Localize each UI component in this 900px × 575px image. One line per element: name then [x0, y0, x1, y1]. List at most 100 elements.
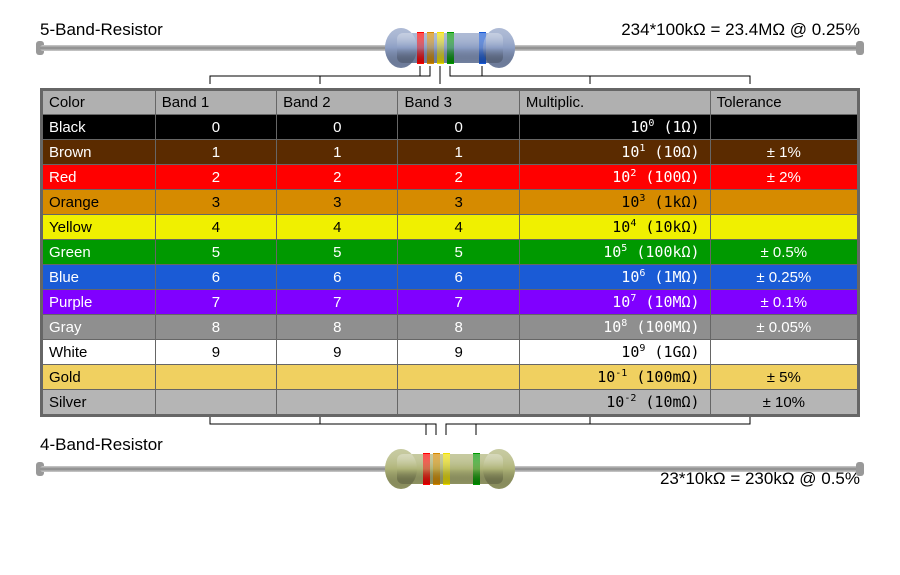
table-header: Band 2: [277, 91, 398, 115]
band2-digit: 4: [277, 215, 398, 240]
band2-digit: 5: [277, 240, 398, 265]
band3-digit: 7: [398, 290, 519, 315]
table-row: Silver 10-2 (10mΩ) ± 10%: [43, 390, 858, 415]
band3-digit: [398, 390, 519, 415]
color-name: Brown: [43, 140, 156, 165]
top-resistor-body: [385, 28, 515, 68]
band2-digit: [277, 390, 398, 415]
multiplier: 101 (10Ω): [519, 140, 710, 165]
tolerance: ± 0.5%: [710, 240, 857, 265]
band2-digit: 2: [277, 165, 398, 190]
band3-digit: 8: [398, 315, 519, 340]
color-name: Purple: [43, 290, 156, 315]
color-name: Blue: [43, 265, 156, 290]
table-header: Color: [43, 91, 156, 115]
band2-digit: 0: [277, 115, 398, 140]
tolerance: ± 0.25%: [710, 265, 857, 290]
table-row: Gray 8 8 8 108 (100MΩ) ± 0.05%: [43, 315, 858, 340]
tolerance: [710, 215, 857, 240]
multiplier: 104 (10kΩ): [519, 215, 710, 240]
band3-digit: 6: [398, 265, 519, 290]
band3-digit: 4: [398, 215, 519, 240]
table-header: Band 1: [155, 91, 276, 115]
band1-digit: [155, 390, 276, 415]
table-row: Orange 3 3 3 103 (1kΩ): [43, 190, 858, 215]
band1-digit: 3: [155, 190, 276, 215]
band2-digit: 9: [277, 340, 398, 365]
tolerance: ± 0.05%: [710, 315, 857, 340]
band3-digit: 2: [398, 165, 519, 190]
band1-digit: 2: [155, 165, 276, 190]
tolerance: [710, 190, 857, 215]
multiplier: 102 (100Ω): [519, 165, 710, 190]
band1-digit: [155, 365, 276, 390]
band2-digit: 3: [277, 190, 398, 215]
top-resistor-section: 5-Band-Resistor 234*100kΩ = 23.4MΩ @ 0.2…: [40, 10, 860, 70]
tolerance: ± 5%: [710, 365, 857, 390]
table-row: Purple 7 7 7 107 (10MΩ) ± 0.1%: [43, 290, 858, 315]
bottom-connectors: [40, 417, 860, 431]
band2-digit: [277, 365, 398, 390]
color-name: Gray: [43, 315, 156, 340]
color-name: White: [43, 340, 156, 365]
multiplier: 10-1 (100mΩ): [519, 365, 710, 390]
table-row: Brown 1 1 1 101 (10Ω) ± 1%: [43, 140, 858, 165]
multiplier: 100 (1Ω): [519, 115, 710, 140]
bottom-resistor-section: 4-Band-Resistor 23*10kΩ = 230kΩ @ 0.5%: [40, 431, 860, 491]
color-name: Black: [43, 115, 156, 140]
table-header: Tolerance: [710, 91, 857, 115]
band3-digit: 0: [398, 115, 519, 140]
table-row: Red 2 2 2 102 (100Ω) ± 2%: [43, 165, 858, 190]
color-name: Yellow: [43, 215, 156, 240]
band2-digit: 7: [277, 290, 398, 315]
band1-digit: 9: [155, 340, 276, 365]
top-formula: 234*100kΩ = 23.4MΩ @ 0.25%: [621, 20, 860, 40]
table-header: Multiplic.: [519, 91, 710, 115]
bottom-formula: 23*10kΩ = 230kΩ @ 0.5%: [660, 469, 860, 489]
band1-digit: 0: [155, 115, 276, 140]
band1-digit: 8: [155, 315, 276, 340]
top-connectors: [40, 70, 860, 84]
multiplier: 105 (100kΩ): [519, 240, 710, 265]
table-row: Gold 10-1 (100mΩ) ± 5%: [43, 365, 858, 390]
color-name: Green: [43, 240, 156, 265]
band3-digit: [398, 365, 519, 390]
multiplier: 107 (10MΩ): [519, 290, 710, 315]
multiplier: 10-2 (10mΩ): [519, 390, 710, 415]
band2-digit: 8: [277, 315, 398, 340]
tolerance: ± 1%: [710, 140, 857, 165]
table-header: Band 3: [398, 91, 519, 115]
tolerance: [710, 115, 857, 140]
band1-digit: 6: [155, 265, 276, 290]
band1-digit: 7: [155, 290, 276, 315]
table-row: Green 5 5 5 105 (100kΩ) ± 0.5%: [43, 240, 858, 265]
multiplier: 103 (1kΩ): [519, 190, 710, 215]
band2-digit: 1: [277, 140, 398, 165]
band1-digit: 5: [155, 240, 276, 265]
band1-digit: 4: [155, 215, 276, 240]
color-name: Orange: [43, 190, 156, 215]
multiplier: 106 (1MΩ): [519, 265, 710, 290]
band1-digit: 1: [155, 140, 276, 165]
color-name: Silver: [43, 390, 156, 415]
color-name: Red: [43, 165, 156, 190]
table-row: Blue 6 6 6 106 (1MΩ) ± 0.25%: [43, 265, 858, 290]
tolerance: ± 2%: [710, 165, 857, 190]
band3-digit: 3: [398, 190, 519, 215]
color-code-table: ColorBand 1Band 2Band 3Multiplic.Toleran…: [40, 88, 860, 417]
color-name: Gold: [43, 365, 156, 390]
band2-digit: 6: [277, 265, 398, 290]
top-title: 5-Band-Resistor: [40, 20, 163, 40]
bottom-resistor-body: [385, 449, 515, 489]
multiplier: 108 (100MΩ): [519, 315, 710, 340]
table-row: Black 0 0 0 100 (1Ω): [43, 115, 858, 140]
tolerance: [710, 340, 857, 365]
band3-digit: 9: [398, 340, 519, 365]
lead-cap-right: [856, 462, 864, 476]
table-row: White 9 9 9 109 (1GΩ): [43, 340, 858, 365]
bottom-title: 4-Band-Resistor: [40, 435, 163, 455]
band3-digit: 1: [398, 140, 519, 165]
multiplier: 109 (1GΩ): [519, 340, 710, 365]
lead-cap-right: [856, 41, 864, 55]
tolerance: ± 10%: [710, 390, 857, 415]
